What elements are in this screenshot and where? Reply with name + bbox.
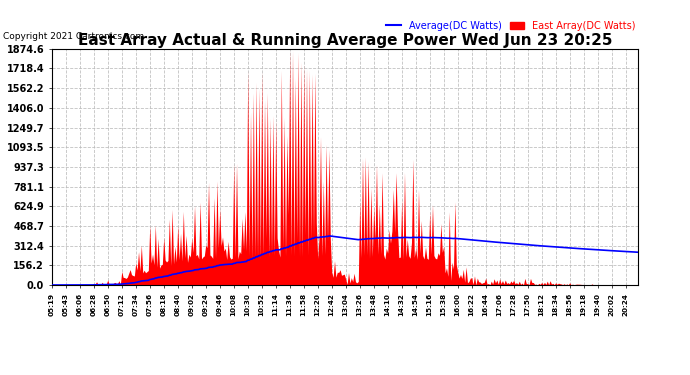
Legend: Average(DC Watts), East Array(DC Watts): Average(DC Watts), East Array(DC Watts) (382, 17, 639, 35)
Text: Copyright 2021 Cartronics.com: Copyright 2021 Cartronics.com (3, 32, 145, 41)
Title: East Array Actual & Running Average Power Wed Jun 23 20:25: East Array Actual & Running Average Powe… (78, 33, 612, 48)
